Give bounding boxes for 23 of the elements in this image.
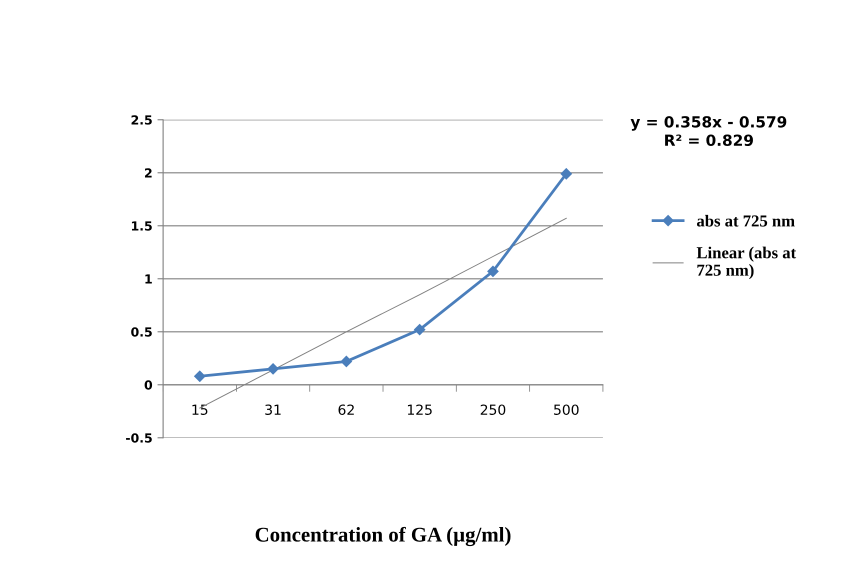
point [487,266,499,277]
legend-label: abs at 725 nm [696,214,795,227]
x-tick-label: 15 [192,404,208,415]
x-tick-label: 500 [554,404,579,415]
point [560,168,572,180]
x-tick-label: 62 [338,404,354,415]
x-tick-label: 31 [265,404,281,415]
text: y = 0.358x - 0.579 R² = 0.829 [630,116,786,146]
x-tick-label: 125 [408,404,432,415]
x-axis-title: Concentration of GA (µg/ml) [256,526,510,546]
y-tick-label: -0.5 [126,433,152,443]
legend-label: Linear (abs at 725 nm) [696,246,796,280]
y-tick-label: 1 [145,274,152,284]
y-tick-label: 2 [144,168,152,178]
point [194,370,206,382]
point [414,324,426,336]
y-tick-label: 0 [144,380,152,390]
y-tick-label: 0.5 [131,327,152,337]
point [340,356,352,368]
x-tick-label: 250 [480,404,506,415]
y-tick-label: 1.5 [132,221,152,231]
point [267,363,279,374]
y-tick-label: 2.5 [132,115,152,125]
